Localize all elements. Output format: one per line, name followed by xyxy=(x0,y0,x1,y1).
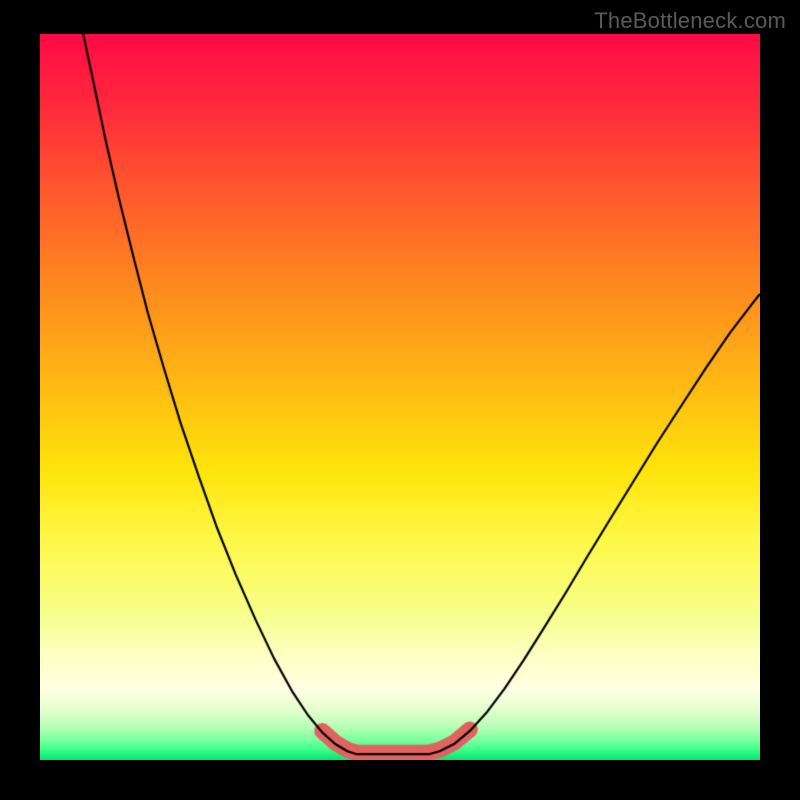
watermark-text: TheBottleneck.com xyxy=(594,8,786,34)
chart-canvas xyxy=(40,34,760,760)
chart-plot-area xyxy=(40,34,760,760)
chart-outer-frame: TheBottleneck.com xyxy=(0,0,800,800)
